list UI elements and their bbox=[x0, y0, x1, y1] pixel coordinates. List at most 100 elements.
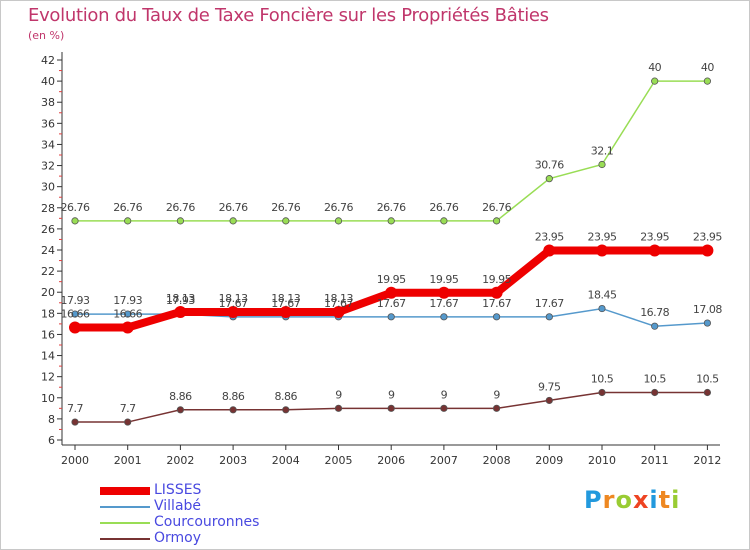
data-label-lisses: 19.95 bbox=[482, 273, 511, 286]
logo-letter: i bbox=[649, 486, 659, 514]
point-courcouronnes bbox=[651, 77, 659, 85]
point-courcouronnes bbox=[71, 217, 79, 225]
point-ormoy bbox=[176, 406, 184, 414]
data-label-courcouronnes: 26.76 bbox=[61, 201, 90, 214]
y-tick-label: 14 bbox=[41, 350, 55, 363]
logo-letter: o bbox=[615, 486, 633, 514]
data-label-courcouronnes: 26.76 bbox=[324, 201, 353, 214]
logo-letter: x bbox=[632, 486, 650, 514]
x-tick-label: 2010 bbox=[588, 454, 616, 467]
point-villabe bbox=[598, 304, 606, 313]
point-courcouronnes bbox=[703, 77, 712, 85]
data-label-lisses: 18.13 bbox=[324, 292, 353, 305]
point-ormoy bbox=[651, 388, 659, 397]
y-tick-label: 26 bbox=[41, 223, 55, 236]
data-label-courcouronnes: 26.76 bbox=[377, 201, 406, 214]
data-label-lisses: 23.95 bbox=[535, 231, 564, 244]
point-courcouronnes bbox=[334, 217, 343, 225]
point-villabe bbox=[71, 310, 79, 318]
data-label-lisses: 19.95 bbox=[429, 273, 458, 286]
data-label-villabe: 17.08 bbox=[693, 303, 722, 316]
data-label-courcouronnes: 26.76 bbox=[166, 201, 195, 214]
data-label-ormoy: 9 bbox=[493, 388, 500, 401]
data-label-ormoy: 9.75 bbox=[538, 380, 561, 393]
point-villabe bbox=[545, 313, 553, 321]
data-label-courcouronnes: 40 bbox=[648, 61, 661, 74]
data-label-ormoy: 9 bbox=[441, 388, 448, 401]
y-tick-label: 12 bbox=[41, 371, 55, 384]
y-tick-label: 8 bbox=[48, 413, 55, 426]
point-ormoy bbox=[545, 396, 553, 405]
x-tick-label: 2000 bbox=[61, 454, 89, 467]
data-label-villabe: 17.93 bbox=[166, 294, 195, 307]
data-label-lisses: 19.95 bbox=[377, 273, 406, 286]
data-label-villabe: 17.67 bbox=[219, 297, 248, 310]
data-label-ormoy: 10.5 bbox=[591, 373, 614, 386]
data-label-villabe: 18.45 bbox=[588, 289, 617, 302]
point-lisses bbox=[701, 244, 714, 257]
point-villabe bbox=[124, 310, 132, 318]
data-labels: 26.76 26.76 26.76 26.76 26.76 26.76 26.76 26.76… bbox=[61, 61, 723, 415]
legend-swatch-lisses bbox=[100, 487, 150, 495]
chart-subtitle: (en %) bbox=[28, 29, 65, 42]
data-label-villabe: 16.78 bbox=[640, 306, 669, 319]
point-courcouronnes bbox=[598, 160, 606, 169]
point-courcouronnes bbox=[492, 217, 501, 225]
y-tick-label: 18 bbox=[41, 307, 55, 320]
point-lisses bbox=[279, 305, 292, 318]
series-layer bbox=[69, 77, 714, 426]
data-label-ormoy: 9 bbox=[388, 388, 395, 401]
point-ormoy bbox=[598, 388, 606, 397]
point-lisses bbox=[437, 286, 450, 299]
data-label-lisses: 18.13 bbox=[166, 292, 195, 305]
proxiti-logo: Proxiti bbox=[584, 486, 680, 514]
point-villabe bbox=[651, 322, 659, 330]
point-villabe bbox=[703, 319, 712, 327]
y-tick-label: 24 bbox=[41, 244, 55, 257]
point-courcouronnes bbox=[176, 217, 184, 225]
logo-letter: r bbox=[602, 486, 616, 514]
point-lisses bbox=[174, 305, 187, 318]
axes: 6 8 10 12 14 16 18 20 22 24 26 28 30 32 34 36 38 40 42 2000… bbox=[41, 52, 721, 467]
data-label-villabe: 17.67 bbox=[271, 297, 300, 310]
logo-letter: t bbox=[658, 486, 672, 514]
y-tick-label: 34 bbox=[41, 138, 55, 151]
data-label-lisses: 18.13 bbox=[219, 292, 248, 305]
data-label-courcouronnes: 26.76 bbox=[219, 201, 248, 214]
data-label-villabe: 17.93 bbox=[113, 294, 142, 307]
data-label-courcouronnes: 26.76 bbox=[429, 201, 458, 214]
data-label-villabe: 17.67 bbox=[482, 297, 511, 310]
x-tick-label: 2009 bbox=[535, 454, 563, 467]
data-label-ormoy: 7.7 bbox=[67, 402, 83, 415]
data-label-villabe: 17.93 bbox=[61, 294, 90, 307]
x-tick-label: 2006 bbox=[377, 454, 405, 467]
point-lisses bbox=[121, 321, 134, 334]
point-lisses bbox=[69, 321, 81, 334]
y-tick-label: 38 bbox=[41, 96, 55, 109]
data-label-courcouronnes: 40 bbox=[701, 61, 714, 74]
legend-swatch-ormoy bbox=[100, 538, 150, 540]
data-label-courcouronnes: 30.76 bbox=[535, 159, 564, 172]
legend-label-ormoy: Ormoy bbox=[154, 530, 202, 546]
legend-label-courcouronnes: Courcouronnes bbox=[154, 514, 260, 530]
y-tick-label: 6 bbox=[48, 434, 55, 447]
data-label-ormoy: 10.5 bbox=[696, 373, 719, 386]
x-tick-label: 2007 bbox=[430, 454, 458, 467]
point-ormoy bbox=[387, 404, 395, 412]
point-villabe bbox=[387, 313, 395, 321]
point-lisses bbox=[596, 244, 608, 257]
y-tick-label: 32 bbox=[41, 160, 55, 173]
data-label-lisses: 16.66 bbox=[61, 307, 90, 320]
point-courcouronnes bbox=[229, 217, 237, 225]
y-tick-label: 22 bbox=[41, 265, 55, 278]
data-label-ormoy: 9 bbox=[335, 388, 342, 401]
point-lisses bbox=[490, 286, 503, 299]
chart-title: Evolution du Taux de Taxe Foncière sur l… bbox=[28, 5, 549, 26]
x-tick-label: 2003 bbox=[219, 454, 247, 467]
legend-swatch-villabe bbox=[100, 506, 150, 508]
data-label-lisses: 23.95 bbox=[588, 231, 617, 244]
point-courcouronnes bbox=[282, 217, 290, 225]
point-lisses bbox=[543, 244, 556, 257]
